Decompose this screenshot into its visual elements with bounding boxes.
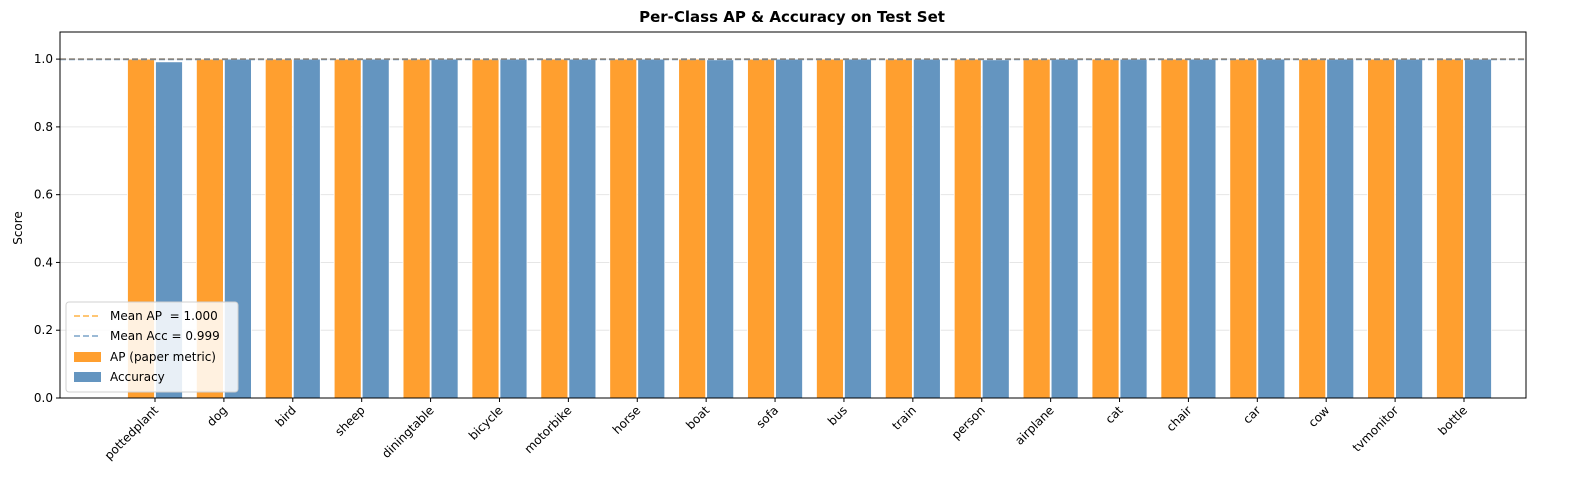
ap-bar-horse xyxy=(609,58,638,399)
ap-bar-boat xyxy=(678,58,707,399)
legend-label: AP (paper metric) xyxy=(110,350,216,364)
x-tick-label: bird xyxy=(273,403,299,429)
accuracy-bar-sheep xyxy=(361,58,390,399)
bars xyxy=(127,58,1492,399)
accuracy-bar-boat xyxy=(706,59,735,399)
accuracy-bar-car xyxy=(1257,58,1286,399)
legend-label: Mean AP = 1.000 xyxy=(110,309,218,323)
x-tick-label: person xyxy=(949,403,988,442)
legend-box xyxy=(65,301,239,393)
ap-bar-train xyxy=(884,58,913,399)
x-tick-label: diningtable xyxy=(379,403,437,461)
accuracy-bar-bottle xyxy=(1464,58,1492,399)
x-tick-label: bus xyxy=(825,403,850,428)
accuracy-bar-bicycle xyxy=(499,58,528,399)
legend-bar-swatch xyxy=(74,372,101,382)
legend-label: Mean Acc = 0.999 xyxy=(110,329,220,343)
y-axis: 0.0 0.2 0.4 0.6 0.8 1.0 xyxy=(34,52,60,405)
x-tick-label: cow xyxy=(1306,403,1333,430)
legend-bar-swatch xyxy=(74,352,101,362)
ap-bar-person xyxy=(953,58,982,399)
ap-bar-bicycle xyxy=(471,58,500,399)
x-tick-label: pottedplant xyxy=(102,403,162,463)
x-tick-label: bottle xyxy=(1435,403,1470,438)
ap-bar-chair xyxy=(1160,58,1189,399)
x-tick-label: tvmonitor xyxy=(1350,403,1401,454)
y-axis-label: Score xyxy=(11,211,25,245)
x-tick-label: chair xyxy=(1164,403,1195,434)
x-tick-label: sheep xyxy=(332,403,368,439)
legend: Mean AP = 1.000 Mean Acc = 0.999 AP (paper… xyxy=(65,301,239,393)
y-tick-label: 0.2 xyxy=(34,323,53,337)
x-tick-label: bicycle xyxy=(466,403,506,443)
ap-bar-motorbike xyxy=(540,58,569,399)
x-tick-label: car xyxy=(1240,403,1263,426)
ap-bar-tvmonitor xyxy=(1367,58,1396,399)
y-tick-label: 0.8 xyxy=(34,120,53,134)
x-tick-label: motorbike xyxy=(522,403,575,456)
ap-bar-sheep xyxy=(333,58,362,399)
x-tick-label: train xyxy=(889,403,919,433)
accuracy-bar-airplane xyxy=(1050,58,1079,399)
chart-title: Per-Class AP & Accuracy on Test Set xyxy=(639,8,945,26)
accuracy-bar-diningtable xyxy=(430,58,459,399)
x-tick-label: boat xyxy=(683,403,712,432)
ap-bar-diningtable xyxy=(402,58,431,399)
ap-bar-bird xyxy=(264,58,293,399)
plot-frame xyxy=(59,31,1527,399)
accuracy-bar-cat xyxy=(1119,58,1148,399)
accuracy-bar-bus xyxy=(844,58,872,399)
y-tick-label: 0.6 xyxy=(34,188,53,202)
x-tick-label: airplane xyxy=(1012,403,1056,447)
x-tick-label: sofa xyxy=(753,403,781,431)
x-axis: pottedplant dog bird sheep diningtable bicycl… xyxy=(102,398,1470,463)
ap-bar-sofa xyxy=(747,58,775,399)
ap-bar-car xyxy=(1229,58,1258,399)
ap-bar-bus xyxy=(816,58,844,399)
accuracy-bar-chair xyxy=(1188,58,1217,399)
accuracy-bar-person xyxy=(981,59,1010,399)
ap-bar-cow xyxy=(1298,58,1327,399)
accuracy-bar-cow xyxy=(1326,58,1355,399)
accuracy-bar-tvmonitor xyxy=(1395,58,1424,399)
accuracy-bar-horse xyxy=(637,58,666,399)
x-tick-label: dog xyxy=(204,403,230,429)
x-tick-label: cat xyxy=(1103,403,1126,426)
accuracy-bar-bird xyxy=(292,58,321,399)
y-tick-label: 0.4 xyxy=(34,255,53,269)
accuracy-bar-train xyxy=(912,58,941,399)
x-tick-label: horse xyxy=(610,403,644,437)
y-tick-label: 1.0 xyxy=(34,52,53,66)
ap-bar-cat xyxy=(1091,58,1120,399)
legend-label: Accuracy xyxy=(110,370,165,384)
y-tick-label: 0.0 xyxy=(34,391,53,405)
ap-bar-airplane xyxy=(1022,58,1051,399)
ap-bar-bottle xyxy=(1436,58,1464,399)
accuracy-bar-sofa xyxy=(775,58,803,399)
accuracy-bar-motorbike xyxy=(568,58,597,399)
